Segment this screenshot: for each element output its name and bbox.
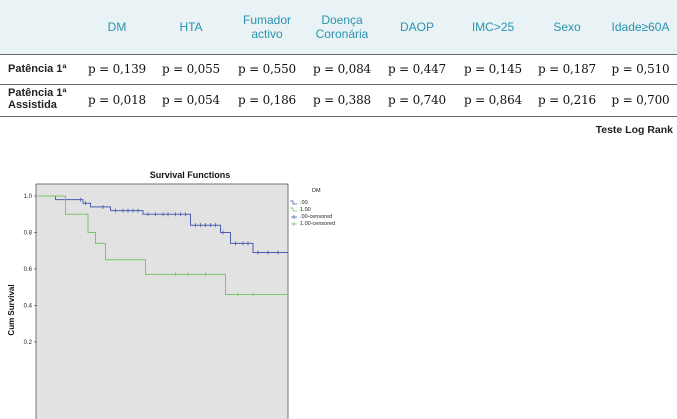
table-cell: p = 0,388 [313, 93, 371, 107]
y-axis-label: Cum Survival [7, 284, 16, 335]
table-cell: p = 0,139 [88, 62, 146, 76]
col-header-doenca: Doença Coronária [315, 13, 369, 41]
row-divider [0, 84, 677, 85]
legend-entry: .00-censored [300, 214, 332, 220]
row-divider [0, 54, 677, 55]
col-header-fumador: Fumador activo [242, 13, 292, 41]
table-cell: p = 0,054 [162, 93, 220, 107]
legend-entry: 1.00-censored [300, 221, 335, 227]
y-tick-label: 0.8 [24, 230, 33, 236]
table-cell: p = 0,447 [388, 62, 446, 76]
test-note: Teste Log Rank [595, 124, 673, 136]
row-label: Patência 1ª [8, 63, 67, 75]
col-header-imc: IMC>25 [471, 20, 515, 34]
y-axis: 1.0 0.8 0.6 0.4 0.2 [24, 194, 37, 346]
table-cell: p = 0,510 [611, 62, 670, 76]
y-tick-label: 1.0 [24, 194, 33, 200]
survival-chart: Survival Functions 1.0 0.8 0.6 0.4 0.2 Cum S… [7, 170, 335, 419]
series-line-1 [38, 195, 288, 295]
plot-area [35, 183, 289, 419]
col-header-daop: DAOP [399, 20, 434, 34]
y-tick-label: 0.6 [24, 267, 33, 273]
table-cell: p = 0,864 [464, 93, 522, 107]
table-cell: p = 0,187 [538, 62, 596, 76]
table-cell: p = 0,145 [464, 62, 522, 76]
row-label-line2: Assistida [8, 99, 57, 111]
table-header-row: DM HTA Fumador activo Doença Coronária D… [0, 0, 677, 54]
table-cell: p = 0,550 [238, 62, 296, 76]
legend-title: DM [312, 188, 321, 194]
chart-title: Survival Functions [150, 170, 231, 180]
table-cell: p = 0,216 [538, 93, 596, 107]
col-header-idade: Idade≥60A [611, 20, 670, 34]
row-label: Patência 1ª Assistida [8, 87, 67, 111]
series-group [38, 195, 288, 297]
legend-entry: 1.00 [300, 207, 311, 213]
series-line-0 [38, 195, 288, 253]
legend-swatch [290, 200, 297, 205]
row-label-line1: Patência 1ª [8, 87, 67, 99]
row-divider [0, 116, 677, 117]
table-cell: p = 0,186 [238, 93, 296, 107]
table-row: Patência 1ª p = 0,139 p = 0,055 p = 0,55… [0, 54, 677, 84]
y-tick-label: 0.2 [24, 340, 33, 346]
col-header-dm: DM [107, 20, 127, 34]
table-cell: p = 0,084 [313, 62, 371, 76]
table-row: Patência 1ª Assistida p = 0,018 p = 0,05… [0, 84, 677, 116]
col-header-hta: HTA [179, 20, 203, 34]
table-cell: p = 0,700 [611, 93, 670, 107]
table-cell: p = 0,018 [88, 93, 146, 107]
col-header-sexo: Sexo [553, 20, 581, 34]
table-cell: p = 0,740 [388, 93, 446, 107]
table-cell: p = 0,055 [162, 62, 220, 76]
y-tick-label: 0.4 [24, 303, 33, 309]
legend-swatch [290, 207, 297, 212]
legend-entry: .00 [300, 200, 308, 206]
